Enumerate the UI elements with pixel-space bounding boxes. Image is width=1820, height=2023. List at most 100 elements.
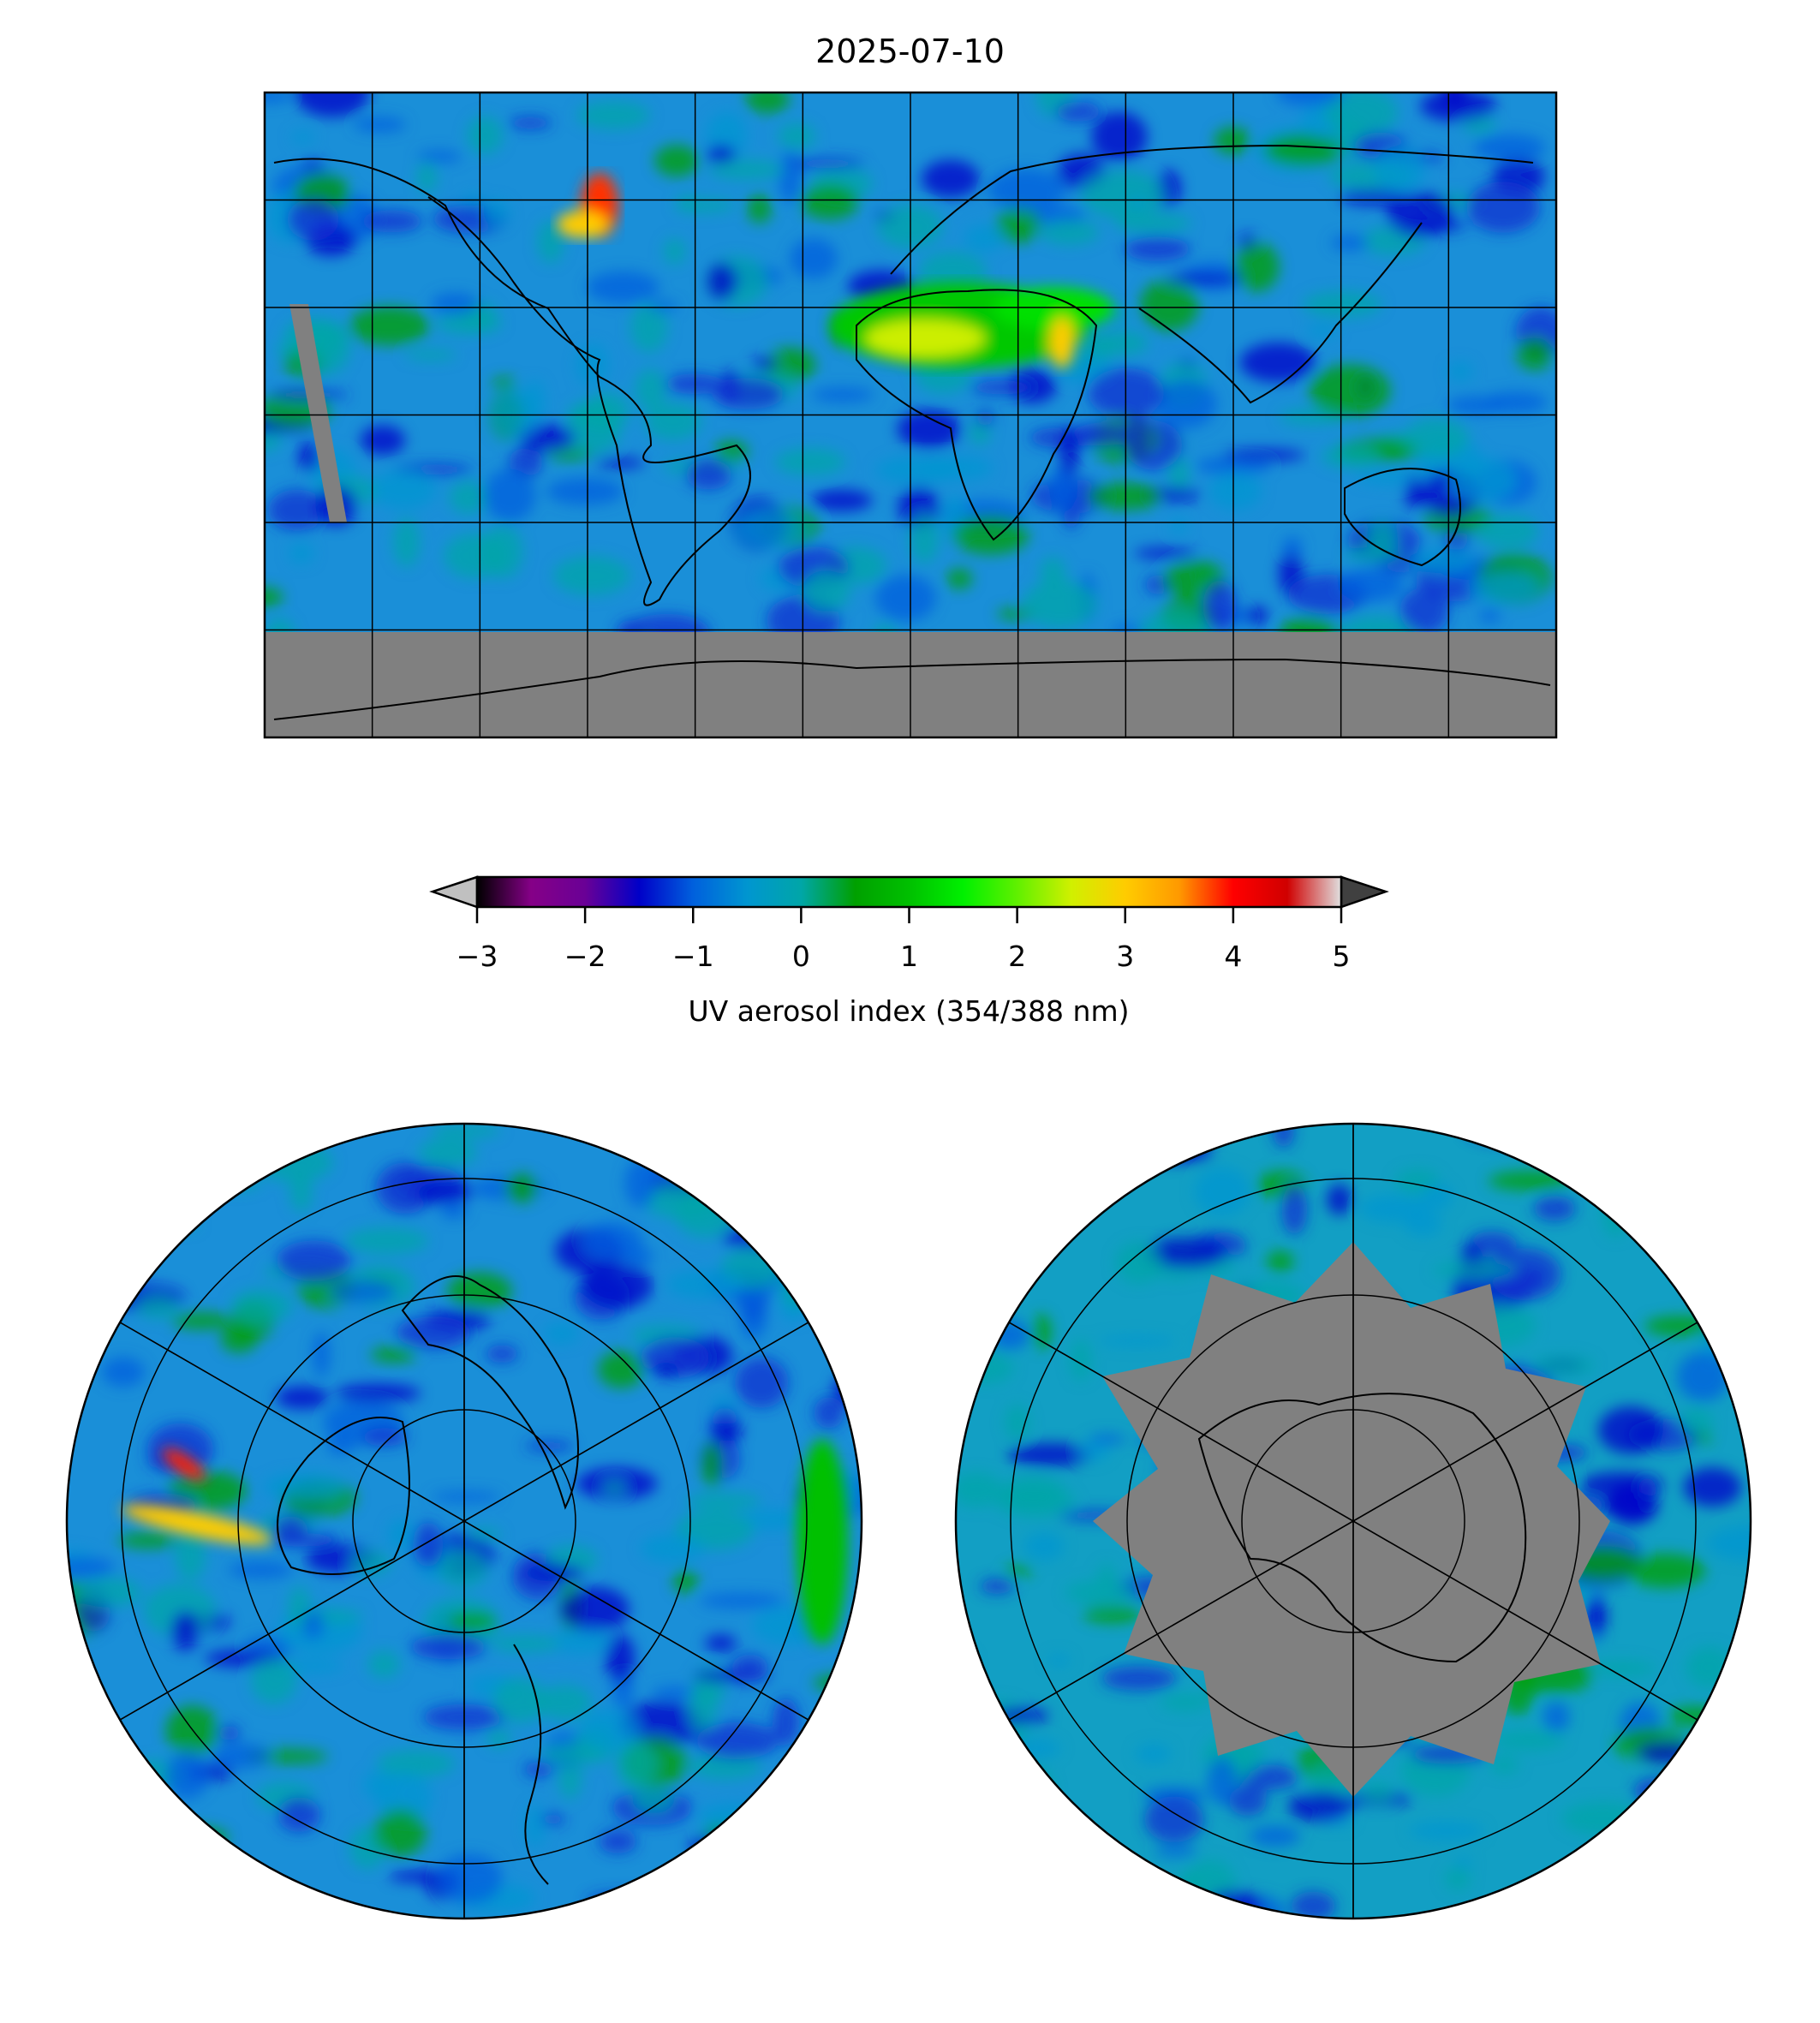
aerosol-patch — [976, 410, 994, 427]
aerosol-patch — [712, 378, 785, 410]
aerosol-patch — [654, 1362, 680, 1377]
aerosol-patch — [1602, 1184, 1629, 1238]
aerosol-patch — [494, 389, 538, 439]
aerosol-patch — [1031, 1314, 1052, 1349]
aerosol-patch — [298, 441, 320, 472]
aerosol-patch — [707, 262, 738, 301]
aerosol-patch — [518, 423, 575, 453]
aerosol-patch — [1479, 609, 1501, 623]
aerosol-patch — [731, 1654, 768, 1680]
aerosol-patch — [1160, 1693, 1210, 1711]
aerosol-patch — [1473, 134, 1546, 162]
aerosol-patch — [225, 1893, 307, 1919]
aerosol-patch — [616, 1737, 655, 1790]
aerosol-patch — [576, 101, 651, 130]
aerosol-patch — [1633, 1777, 1677, 1805]
aerosol-patch — [983, 1178, 1024, 1217]
aerosol-patch — [1001, 1476, 1065, 1508]
aerosol-patch — [630, 1891, 661, 1919]
aerosol-patch — [220, 1324, 258, 1353]
aerosol-patch — [1194, 1167, 1250, 1216]
aerosol-patch — [114, 1150, 155, 1170]
aerosol-patch — [1355, 469, 1423, 485]
aerosol-patch — [630, 301, 668, 353]
aerosol-patch — [970, 1699, 1029, 1749]
aerosol-patch — [622, 1124, 663, 1147]
aerosol-patch — [1101, 1666, 1178, 1691]
aerosol-patch — [289, 543, 314, 564]
aerosol-patch — [360, 425, 406, 456]
aerosol-patch — [778, 122, 816, 150]
aerosol-patch — [1516, 337, 1553, 371]
aerosol-patch — [1170, 518, 1188, 534]
aerosol-patch — [828, 1180, 848, 1209]
aerosol-patch — [1489, 1248, 1561, 1301]
aerosol-patch — [67, 1556, 115, 1579]
aerosol-patch — [1214, 127, 1251, 155]
aerosol-patch — [909, 514, 940, 564]
aerosol-patch — [773, 1698, 800, 1746]
coastlines — [273, 144, 1551, 720]
aerosol-patch — [1532, 1355, 1595, 1376]
aerosol-patch — [846, 1898, 862, 1919]
aerosol-patch — [1080, 170, 1165, 219]
aerosol-patch — [1040, 219, 1100, 245]
aerosol-patch — [388, 1519, 415, 1551]
aerosol-patch — [1007, 1442, 1094, 1467]
aerosol-patch — [1590, 1660, 1656, 1677]
colorbar-label: UV aerosol index (354/388 nm) — [689, 994, 1130, 1028]
aerosol-patch — [1644, 1316, 1716, 1336]
aerosol-patch — [132, 1135, 155, 1175]
aerosol-patch — [1597, 1405, 1664, 1454]
aerosol-patch — [1074, 422, 1132, 446]
aerosol-patch — [1125, 236, 1191, 261]
aerosol-patch — [540, 1813, 565, 1826]
aerosol-patch — [436, 312, 502, 335]
aerosol-patch — [155, 1904, 222, 1919]
aerosol-patch — [102, 1357, 145, 1387]
colorbar-gradient — [475, 875, 1343, 909]
aerosol-patch — [372, 469, 437, 510]
aerosol-patch — [329, 1279, 397, 1304]
aerosol-patch — [417, 150, 462, 164]
aerosol-patch — [1145, 1237, 1229, 1268]
south-polar-map — [954, 1122, 1752, 1920]
aerosol-patch — [972, 1173, 1002, 1197]
aerosol-patch — [1403, 418, 1470, 457]
aerosol-patch — [802, 570, 850, 612]
aerosol-patch — [349, 306, 431, 346]
aerosol-patch — [1692, 1280, 1748, 1292]
aerosol-patch — [603, 1482, 626, 1494]
aerosol-patch — [707, 144, 736, 165]
aerosol-patch — [725, 1845, 808, 1869]
aerosol-patch — [538, 1685, 592, 1721]
aerosol-patch — [1563, 1127, 1584, 1160]
aerosol-patch — [431, 292, 480, 315]
aerosol-patch — [159, 1124, 217, 1155]
aerosol-patch — [1059, 427, 1079, 478]
aerosol-patch — [165, 1705, 219, 1756]
aerosol-patch — [956, 1230, 1010, 1248]
aerosol-patch — [595, 457, 645, 468]
colorbar-tick-label: −2 — [564, 940, 606, 973]
aerosol-patch — [345, 1227, 429, 1255]
aerosol-patch — [734, 1357, 789, 1408]
aerosol-patch — [1234, 242, 1280, 292]
aerosol-patch — [1337, 568, 1405, 602]
aerosol-patch — [956, 1153, 1009, 1192]
aerosol-patch — [1276, 92, 1344, 107]
aerosol-patch — [1047, 1655, 1071, 1667]
aerosol-patch — [1039, 557, 1066, 587]
aerosol-patch — [919, 456, 994, 480]
colorbar: −3 −2 −1 0 1 2 3 4 5 UV aerosol index (354/388 n… — [429, 875, 1389, 1028]
aerosol-patch — [1026, 1173, 1089, 1211]
aerosol-patch — [1266, 1250, 1294, 1273]
aerosol-patch — [811, 387, 874, 403]
aerosol-patch — [1677, 1859, 1739, 1911]
aerosol-patch — [1585, 1598, 1608, 1635]
aerosol-patch — [956, 1822, 1007, 1835]
aerosol-patch — [1055, 102, 1101, 122]
colorbar-tick-label: −3 — [456, 940, 498, 973]
aerosol-patch — [751, 356, 778, 371]
aerosol-patch — [1154, 1846, 1198, 1858]
